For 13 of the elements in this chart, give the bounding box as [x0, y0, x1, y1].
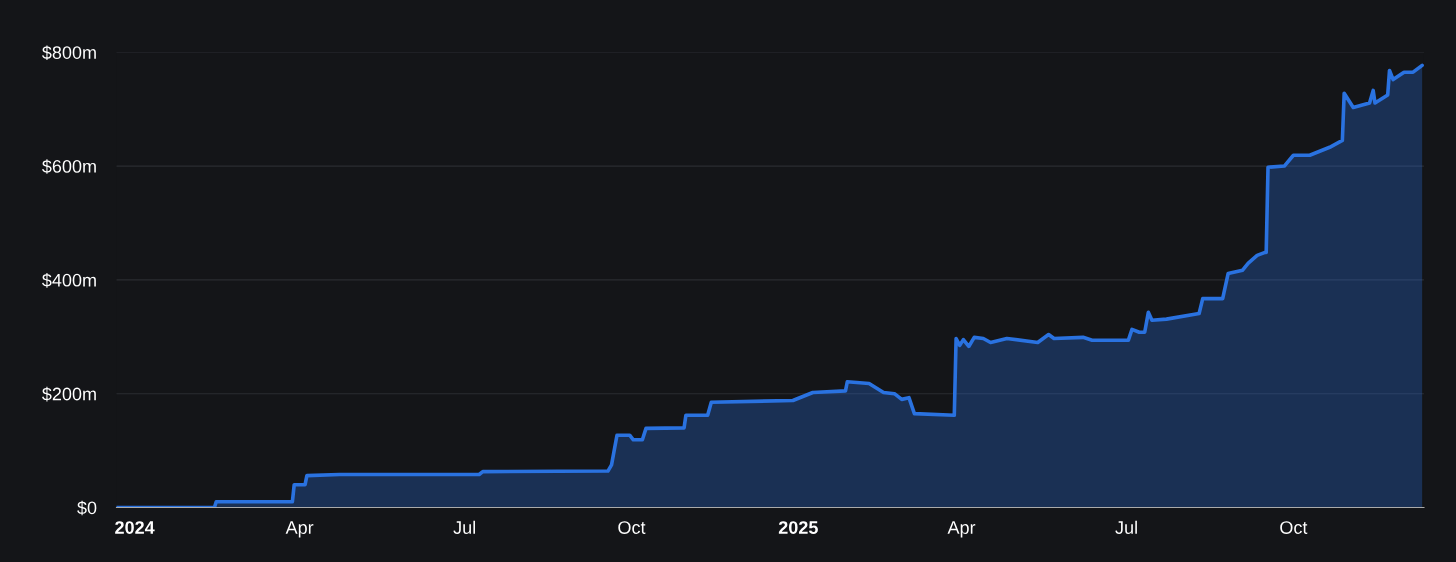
y-tick-label: $400m [42, 273, 96, 288]
y-tick-label: $800m [42, 45, 96, 61]
y-tick-label: $600m [42, 159, 96, 174]
y-tick-label: $0 [77, 500, 97, 516]
x-tick-label: Jul [1115, 520, 1137, 534]
x-tick-label: Oct [1280, 521, 1308, 534]
x-tick-label: Apr [285, 521, 314, 538]
x-tick-label: Apr [947, 521, 976, 538]
x-tick-label: Jul [453, 520, 475, 534]
x-tick-label: 2025 [778, 521, 818, 534]
y-tick-label: $200m [42, 386, 96, 402]
x-tick-label: 2024 [115, 521, 155, 534]
x-tick-label: Oct [618, 521, 646, 534]
